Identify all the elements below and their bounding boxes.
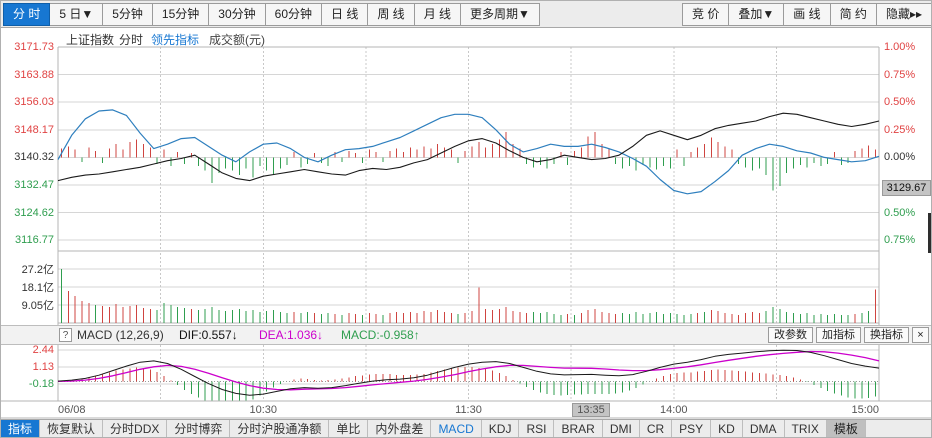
y-axis-label: 3156.03 [14,96,54,109]
button-add-indicator[interactable]: 加指标 [816,327,861,343]
tab-5min[interactable]: 5分钟 [102,2,153,26]
time-axis-label: 06/08 [58,404,86,416]
y-axis-label: 3148.17 [14,123,54,136]
y-axis-label: 2.44 [32,344,54,356]
y-axis-label: 0.25% [884,123,916,136]
y-axis-label: 0.75% [884,234,916,247]
macd-header: ? MACD (12,26,9) DIF:0.557↓ DEA:1.036↓ M… [1,325,931,345]
toolbar-action-group: 竞 价叠加▼ 画 线简 约隐藏▸▸ [682,2,931,26]
tab-cr[interactable]: CR [640,420,673,437]
y-axis-label: 1.13 [32,361,54,373]
macd-title: MACD (12,26,9) [77,328,164,342]
tab-5day[interactable]: 5 日▼ [49,2,104,26]
tab-restore-default[interactable]: 恢复默认 [40,420,104,437]
scrollbar-thumb[interactable] [928,213,931,253]
tab-30min[interactable]: 30分钟 [208,2,266,26]
button-change-params[interactable]: 改参数 [768,327,813,343]
button-overlay[interactable]: 叠加▼ [728,2,785,26]
y-axis-label: 27.2亿 [21,264,54,276]
y-axis-label: 1.00% [884,41,916,53]
tab-more-periods[interactable]: 更多周期▼ [460,2,540,26]
macd-header-buttons: 改参数 加指标 换指标 × [768,327,929,343]
leading-indicator-label[interactable]: 领先指标 [151,33,200,47]
tab-fenshi-ddx[interactable]: 分时DDX [103,420,168,437]
tab-fenshi[interactable]: 分 时 [3,2,51,26]
macd-dea-value: DEA:1.036↓ [259,328,324,342]
time-axis-label: 14:00 [659,404,688,416]
time-axis-label: 15:00 [851,404,879,416]
help-icon[interactable]: ? [59,328,72,342]
crosshair-price-box: 3129.67 [882,180,931,196]
turnover-label: 成交额(元) [209,33,265,47]
index-name-label: 上证指数 [66,33,115,47]
tab-neiwai-pancha[interactable]: 内外盘差 [368,420,432,437]
y-axis-label: 0.75% [884,68,916,81]
tab-15min[interactable]: 15分钟 [151,2,210,26]
y-axis-label: 3116.77 [15,234,54,247]
button-simple[interactable]: 简 约 [829,2,877,26]
y-axis-label: 3140.32 [14,151,54,164]
y-axis-label: 3132.47 [14,179,54,191]
tab-danbi[interactable]: 单比 [329,420,369,437]
tab-daily[interactable]: 日 线 [321,2,369,26]
y-axis-label: 9.05亿 [21,300,54,312]
crosshair-time-box: 13:35 [572,403,610,417]
mode-label[interactable]: 分时 [119,33,144,47]
tab-kd[interactable]: KD [711,420,743,437]
y-axis-label: 3163.88 [14,68,54,81]
button-bidding[interactable]: 竞 价 [682,2,730,26]
tab-kdj[interactable]: KDJ [482,420,520,437]
y-axis-label: 3124.62 [14,206,54,219]
time-axis-label: 10:30 [249,404,278,416]
y-axis-label: 0.50% [884,206,916,219]
tab-dmi[interactable]: DMI [603,420,640,437]
tab-monthly[interactable]: 月 线 [413,2,462,26]
y-axis-label: 0.50% [884,96,916,109]
y-axis-label: 0.00% [884,151,916,164]
button-draw-line[interactable]: 画 线 [783,2,831,26]
y-axis-label: -0.18 [28,378,54,390]
tab-psy[interactable]: PSY [672,420,712,437]
button-switch-indicator[interactable]: 换指标 [864,327,909,343]
time-axis-label: 11:30 [455,404,482,416]
tab-60min[interactable]: 60分钟 [264,2,322,26]
tab-fenshi-hgt-net[interactable]: 分时沪股通净额 [230,420,330,437]
y-axis-label: 3171.73 [14,41,54,53]
tab-template[interactable]: 模板 [826,420,866,437]
tab-trix[interactable]: TRIX [785,420,827,437]
tab-indicator[interactable]: 指标 [1,420,41,437]
tab-fenshi-boyi[interactable]: 分时博弈 [167,420,231,437]
tab-rsi[interactable]: RSI [519,420,555,437]
macd-value: MACD:-0.958↑ [341,328,420,342]
tab-brar[interactable]: BRAR [554,420,603,437]
tab-macd[interactable]: MACD [431,420,482,437]
close-indicator-icon[interactable]: × [912,327,929,343]
tab-dma[interactable]: DMA [743,420,785,437]
button-hide[interactable]: 隐藏▸▸ [875,2,931,26]
macd-dif-value: DIF:0.557↓ [179,328,238,342]
indicator-tab-bar: 指标 恢复默认 分时DDX 分时博弈 分时沪股通净额 单比 内外盘差 MACD KDJ RSI BR… [1,419,931,437]
y-axis-label: 18.1亿 [21,282,54,294]
tab-weekly[interactable]: 周 线 [367,2,415,26]
